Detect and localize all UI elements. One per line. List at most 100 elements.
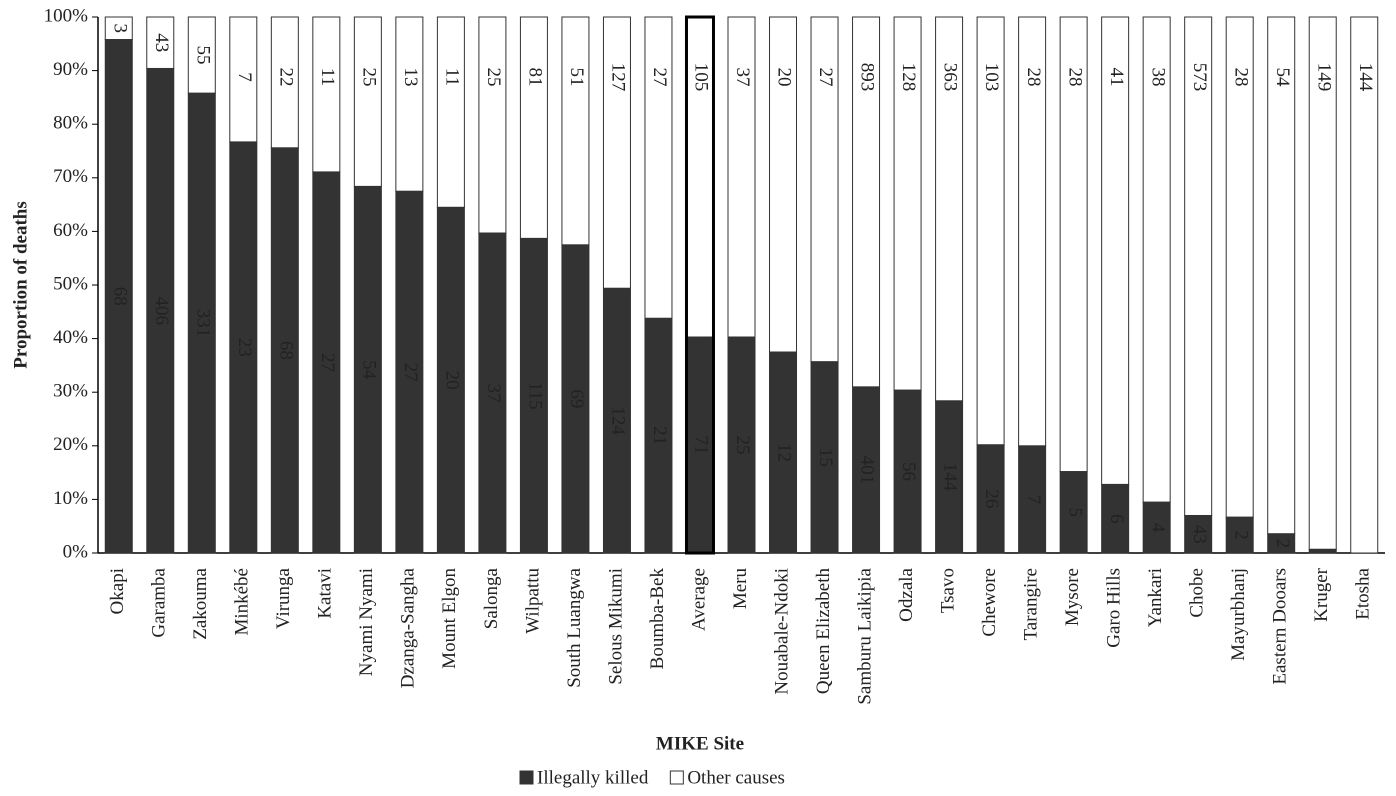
x-tick-label: Katavi <box>315 568 336 619</box>
count-label: 41 <box>1106 68 1127 87</box>
x-tick-label: Samburu Laikipia <box>854 567 875 704</box>
bar-segment <box>229 141 258 554</box>
count-label: 4 <box>1147 523 1168 533</box>
bar-segment <box>312 16 341 173</box>
bar-segment <box>1018 16 1047 447</box>
count-label: 573 <box>1189 63 1210 92</box>
x-tick-label: Eastern Dooars <box>1270 568 1291 685</box>
x-tick-label: Chewore <box>979 568 1000 637</box>
count-label: 331 <box>192 309 213 338</box>
x-tick-label: Yankari <box>1145 568 1166 627</box>
x-tick-label: Garamba <box>149 567 170 637</box>
bar-segment <box>104 16 133 41</box>
y-tick-label: 80% <box>53 113 88 134</box>
bar-segment <box>146 67 175 554</box>
count-label: 55 <box>192 46 213 65</box>
bar-segment <box>395 16 424 192</box>
y-tick-label: 40% <box>53 327 88 348</box>
count-label: 893 <box>857 63 878 92</box>
highlight-outline <box>684 15 715 555</box>
legend-label: Illegally killed <box>537 767 649 788</box>
bar-segment <box>187 16 216 94</box>
bar-segment <box>1101 16 1130 485</box>
bar-segment <box>561 244 590 554</box>
count-label: 363 <box>940 63 961 92</box>
x-tick-label: Virunga <box>273 567 294 629</box>
x-tick-label: South Luangwa <box>564 567 585 687</box>
x-tick-label: Chobe <box>1187 568 1208 618</box>
bar-segment <box>810 16 839 363</box>
bar-segment <box>436 16 465 208</box>
count-label: 127 <box>608 63 629 92</box>
bar-segment <box>146 16 175 69</box>
x-tick-label: Mayurbhanj <box>1228 568 1249 661</box>
count-label: 3 <box>109 24 130 34</box>
y-tick-label: 10% <box>53 488 88 509</box>
bar-segment <box>1142 16 1171 503</box>
x-tick-label: Boumba-Bek <box>647 568 668 670</box>
bar-segment <box>229 16 258 143</box>
legend-label: Other causes <box>687 767 785 788</box>
bar-segment <box>187 92 216 554</box>
y-tick-label: 100% <box>44 5 89 26</box>
bar-segment <box>1225 516 1254 554</box>
bar-segment <box>436 206 465 554</box>
x-tick-label: Nyami Nyami <box>356 568 377 676</box>
count-label: 69 <box>566 389 587 408</box>
count-label: 103 <box>981 63 1002 92</box>
x-tick-label: Meru <box>730 568 751 610</box>
count-label: 12 <box>774 443 795 462</box>
count-label: 115 <box>525 382 546 410</box>
x-tick-label: Zakouma <box>190 567 211 639</box>
x-tick-label: Okapi <box>107 568 128 614</box>
x-tick-label: Nouabale-Ndoki <box>771 568 792 695</box>
x-tick-label: Mount Elgon <box>439 568 460 669</box>
count-label: 28 <box>1064 68 1085 87</box>
count-label: 23 <box>234 338 255 357</box>
count-label: 13 <box>400 68 421 87</box>
bar-segment <box>1308 16 1337 550</box>
x-tick-label: Average <box>688 568 709 631</box>
bar-segment <box>769 16 798 353</box>
bar-segment <box>270 16 299 149</box>
bar-segment <box>852 386 881 554</box>
bar-segment <box>104 39 133 554</box>
y-tick-label: 60% <box>53 220 88 241</box>
count-label: 68 <box>109 287 130 306</box>
count-label: 11 <box>442 68 463 86</box>
count-label: 7 <box>1023 495 1044 505</box>
count-label: 28 <box>1023 68 1044 87</box>
bar-segment <box>1059 16 1088 473</box>
count-label: 2 <box>1230 530 1251 540</box>
bar-segment <box>893 16 922 391</box>
bar-segment <box>1225 16 1254 518</box>
bar-segment <box>976 444 1005 554</box>
legend-swatch <box>519 770 534 785</box>
bar-segment <box>893 389 922 554</box>
count-label: 144 <box>940 463 961 492</box>
count-label: 68 <box>275 341 296 360</box>
x-tick-label: Tsavo <box>937 568 958 613</box>
bar-segment <box>478 16 507 234</box>
x-tick-label: Minkébé <box>232 568 253 636</box>
bar-segment <box>727 336 756 554</box>
bar-segment <box>769 351 798 554</box>
count-label: 56 <box>898 462 919 481</box>
count-label: 51 <box>566 68 587 87</box>
x-tick-label: Garo Hills <box>1104 568 1125 648</box>
count-label: 81 <box>525 68 546 87</box>
count-label: 2 <box>1272 539 1293 549</box>
count-label: 406 <box>151 296 172 325</box>
x-tick-label: Etosha <box>1353 567 1374 619</box>
count-label: 38 <box>1147 68 1168 87</box>
count-label: 15 <box>815 448 836 467</box>
bar-segment <box>685 336 714 554</box>
bar-segment <box>561 16 590 246</box>
x-tick-label: Odzala <box>896 567 917 621</box>
count-label: 21 <box>649 426 670 445</box>
y-axis-title: Proportion of deaths <box>10 201 31 368</box>
count-label: 28 <box>1230 68 1251 87</box>
bar-segment <box>602 287 631 554</box>
count-label: 6 <box>1106 514 1127 524</box>
